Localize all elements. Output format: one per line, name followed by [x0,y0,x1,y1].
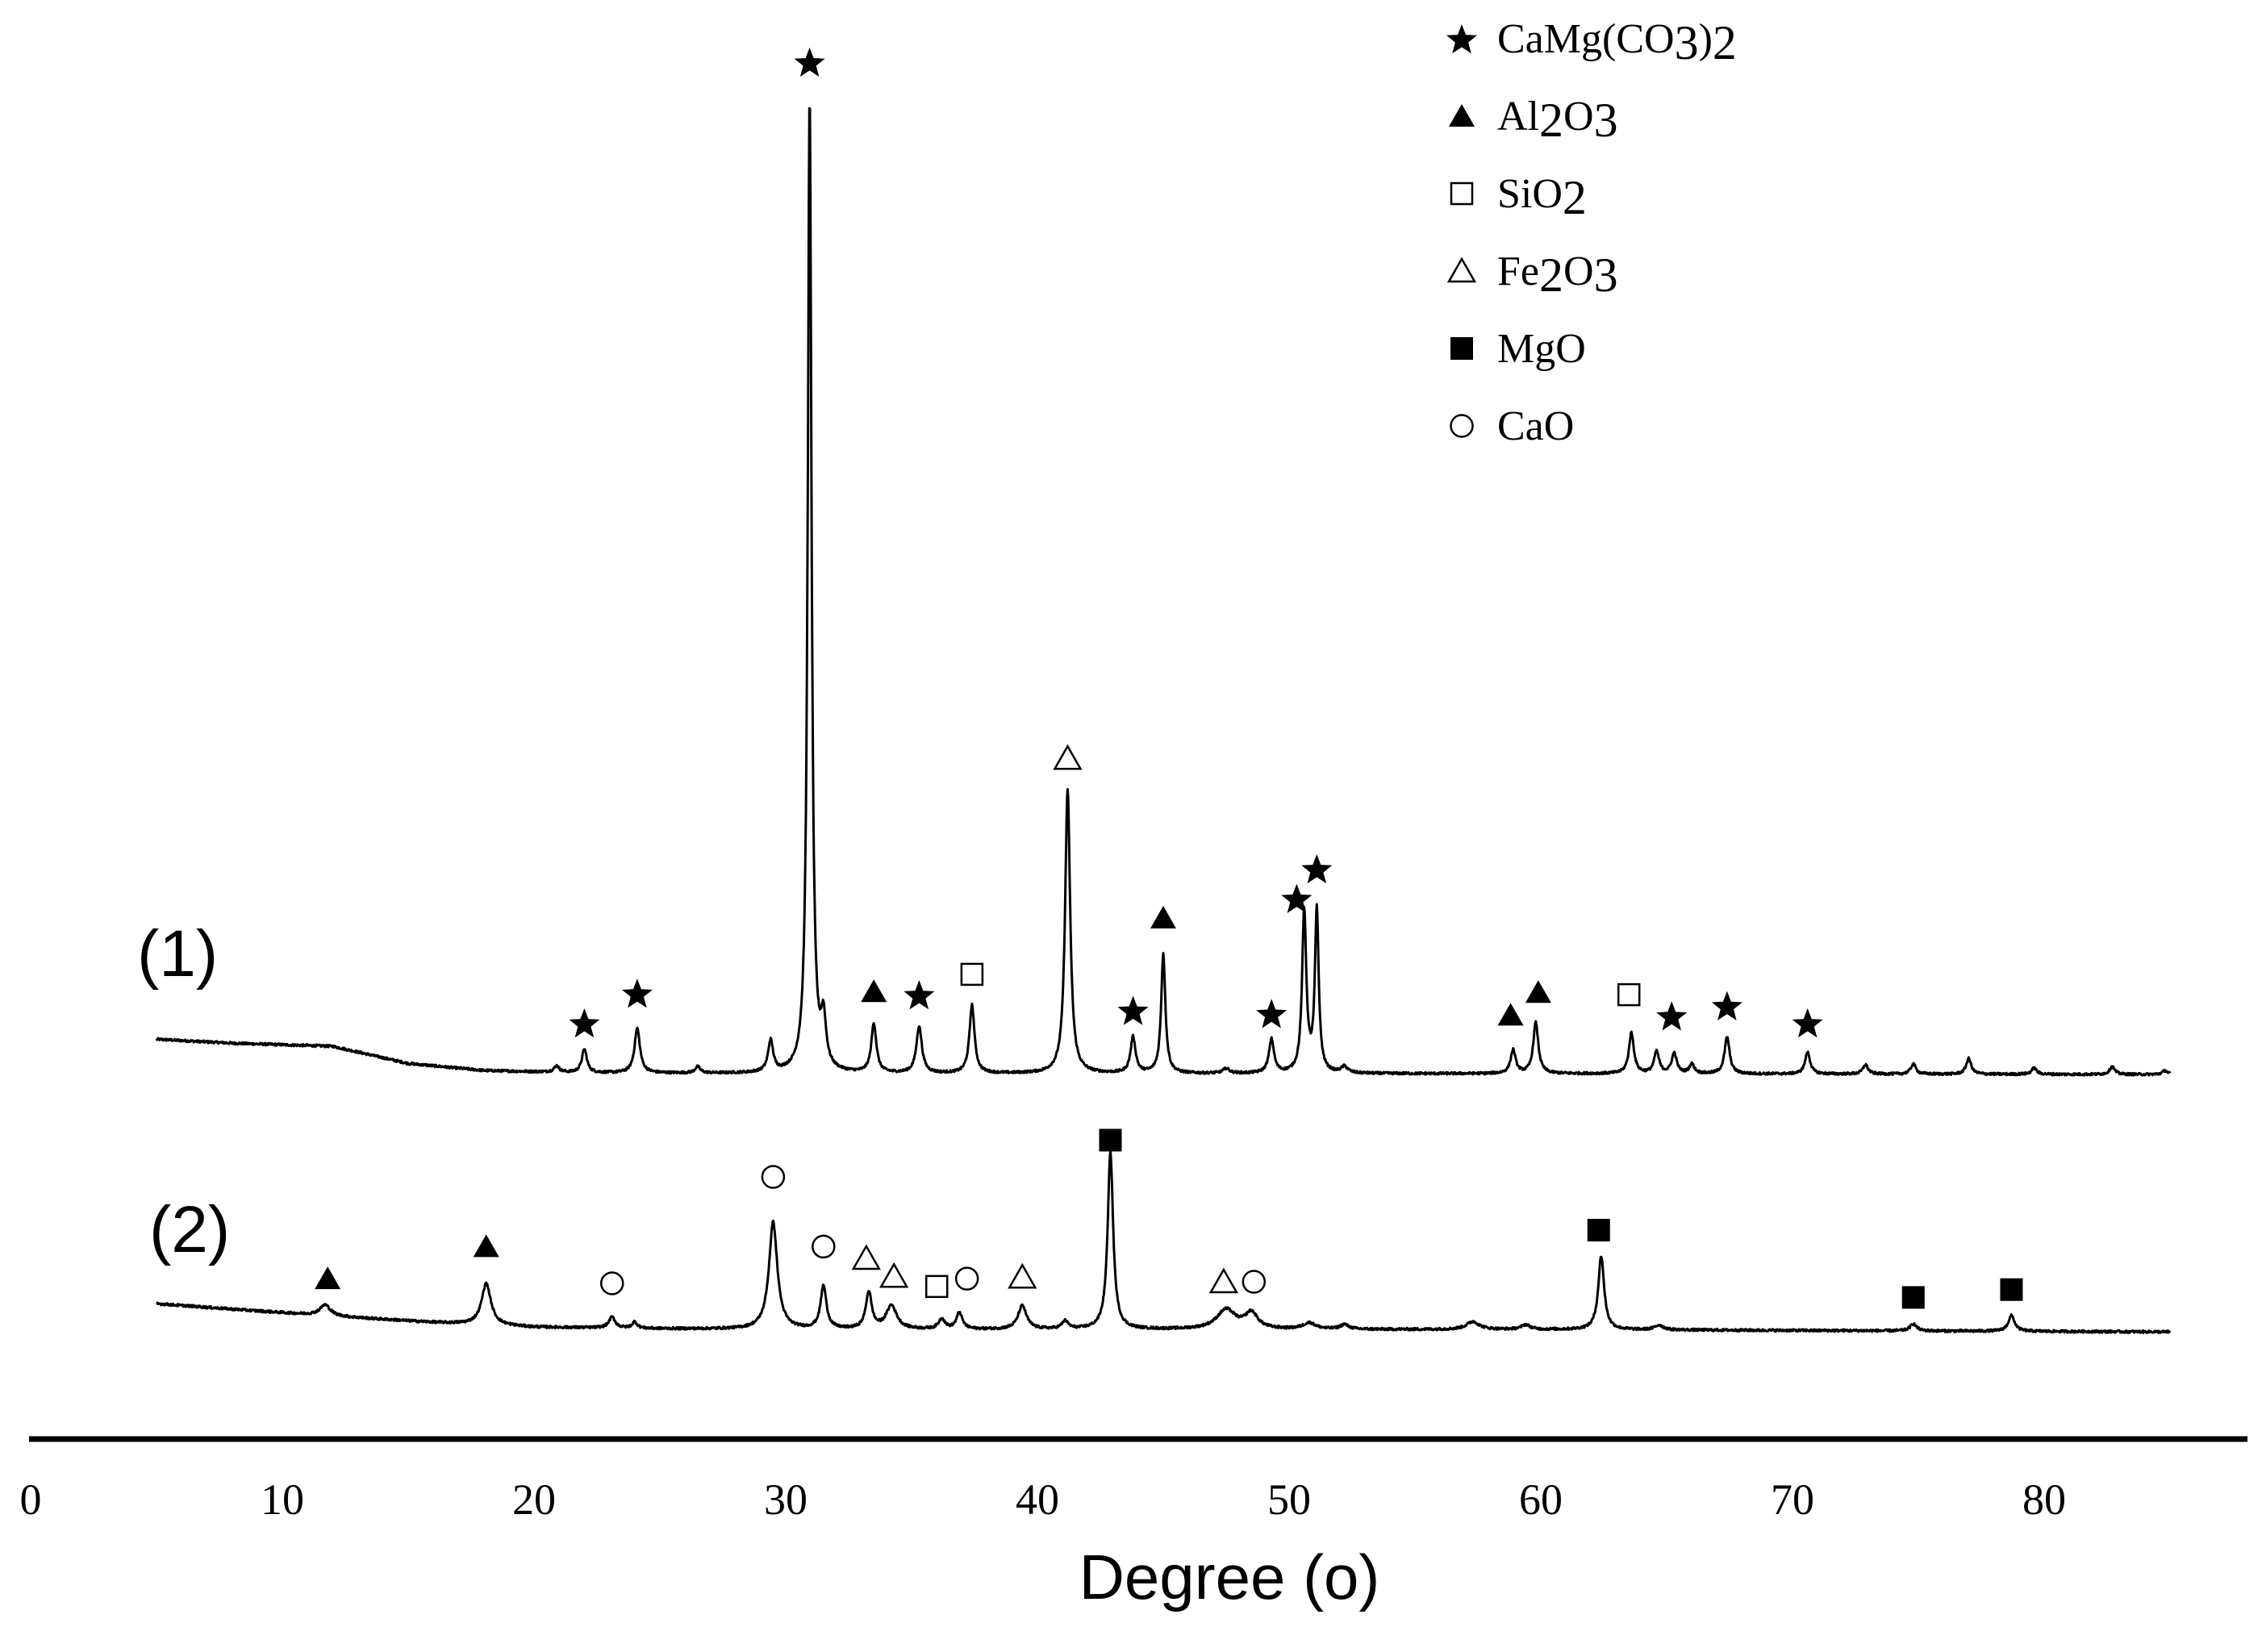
marker-1-3-tri-filled [861,979,887,1003]
marker-2-6-tri-open [879,1262,909,1288]
x-tick-label-50: 50 [1267,1475,1311,1524]
marker-1-0-star [569,1008,600,1038]
pattern-2-trace [156,1149,2172,1334]
marker-2-9-tri-open [1008,1262,1037,1289]
marker-1-7-star [1117,995,1149,1025]
pattern-1-trace [155,106,2172,1077]
legend-label-3: Fe2O3 [1497,248,1618,302]
marker-2-7-sq-open [924,1274,949,1299]
marker-2-1-tri-filled [473,1234,499,1258]
legend-label-5: CaO [1497,403,1574,449]
legend-symbol-sq-open [1450,181,1474,206]
marker-1-17-star [1792,1008,1823,1038]
marker-2-5-tri-open [851,1244,881,1270]
marker-1-16-star [1711,991,1742,1020]
marker-1-9-star [1256,999,1288,1028]
phase-markers [315,47,2023,1309]
marker-2-10-sq-filled [1099,1128,1122,1152]
x-tick-label-20: 20 [512,1475,556,1524]
x-tick-label-30: 30 [764,1475,808,1524]
legend-label-2: SiO2 [1497,171,1587,224]
legend-label-0: CaMg(CO3)2 [1497,16,1737,69]
marker-1-4-star [904,980,935,1010]
marker-1-6-tri-open [1053,744,1083,770]
legend-label-1: Al2O3 [1497,94,1618,147]
marker-1-2-star [794,47,825,77]
x-tick-label-10: 10 [261,1475,304,1524]
x-tick-labels: 0 10 20 30 40 50 60 70 80 [20,1475,2067,1524]
x-axis-title: Degree (o) [1079,1541,1380,1612]
legend-symbol-sq-filled [1450,337,1473,360]
marker-2-4-circle-open [812,1234,836,1259]
marker-2-14-sq-filled [1901,1286,1925,1309]
legend-symbol-circle-open [1450,414,1474,438]
marker-2-8-circle-open [954,1266,979,1291]
sample-1-label: (1) [137,917,218,991]
marker-1-11-star [1301,854,1333,884]
x-tick-label-70: 70 [1771,1475,1814,1524]
sample-2-label: (2) [149,1193,230,1266]
legend: CaMg(CO3)2 Al2O3 SiO2 Fe2O3 MgO CaO [1446,16,1737,449]
x-tick-label-0: 0 [20,1475,42,1524]
marker-1-13-tri-filled [1525,980,1551,1003]
marker-1-1-star [621,978,653,1008]
marker-1-12-tri-filled [1497,1003,1524,1026]
legend-symbol-tri-filled [1449,104,1475,127]
marker-2-2-circle-open [599,1271,624,1295]
marker-2-12-circle-open [1242,1270,1267,1294]
marker-1-14-sq-open [1617,982,1641,1007]
marker-2-3-circle-open [761,1165,786,1189]
x-tick-label-40: 40 [1016,1475,1059,1524]
legend-label-4: MgO [1497,326,1586,372]
marker-1-5-sq-open [960,962,984,987]
marker-2-11-tri-open [1208,1267,1239,1294]
marker-2-0-tri-filled [315,1266,341,1290]
marker-1-8-tri-filled [1150,906,1176,929]
marker-2-13-sq-filled [1587,1219,1610,1242]
marker-1-10-star [1281,883,1313,913]
x-tick-label-60: 60 [1519,1475,1563,1524]
marker-1-15-star [1656,1001,1688,1031]
legend-symbol-tri-open [1446,257,1477,283]
marker-2-15-sq-filled [2000,1278,2023,1301]
x-tick-label-80: 80 [2022,1475,2066,1524]
legend-symbol-star [1446,24,1477,54]
